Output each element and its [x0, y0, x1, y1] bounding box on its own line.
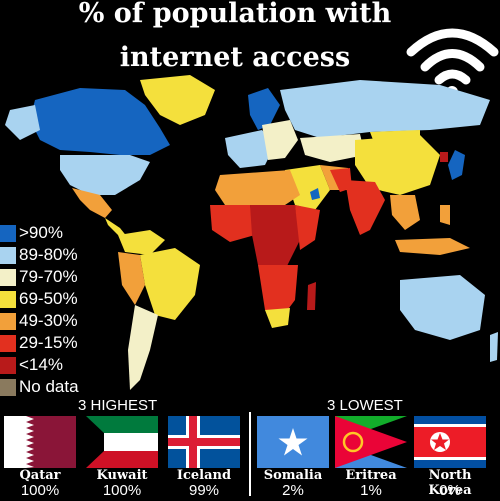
country-name-eritrea: Eritrea — [345, 468, 397, 483]
alaska — [5, 105, 40, 140]
eastern-europe — [262, 120, 298, 160]
legend-swatch — [0, 268, 16, 286]
united-states — [60, 155, 150, 195]
western-europe — [225, 130, 275, 168]
legend-item: 49-30% — [0, 310, 79, 332]
legend-swatch — [0, 356, 16, 374]
legend-item: No data — [0, 376, 79, 398]
legend-item: <14% — [0, 354, 79, 376]
somalia-flag — [257, 416, 329, 468]
country-value-somalia: 2% — [282, 482, 304, 499]
colombia-venezuela — [118, 230, 165, 255]
country-name-qatar: Qatar — [19, 468, 61, 483]
canada — [30, 88, 170, 155]
kazakhstan — [300, 134, 365, 162]
country-value-iceland: 99% — [188, 482, 220, 499]
china — [355, 135, 440, 195]
legend-label: 89-80% — [19, 245, 78, 264]
gulf-states — [310, 188, 320, 200]
country-value-eritrea: 1% — [360, 482, 382, 499]
legend-item: 29-15% — [0, 332, 79, 354]
middle-east — [285, 165, 330, 210]
philippines — [440, 205, 450, 225]
central-africa — [250, 205, 300, 270]
north-africa — [215, 170, 300, 205]
kuwait-flag — [86, 416, 158, 468]
indonesia — [395, 238, 470, 255]
legend-label: 69-50% — [19, 289, 78, 308]
south-africa — [265, 308, 290, 328]
legend-label: No data — [19, 377, 79, 396]
australia — [400, 275, 485, 340]
legend-swatch — [0, 378, 16, 396]
central-america — [105, 218, 128, 238]
map-title-line-2: internet access — [119, 42, 351, 73]
legend-swatch — [0, 312, 16, 330]
world-map — [5, 75, 498, 390]
olive-wreath-icon — [342, 431, 364, 453]
scandinavia — [248, 88, 280, 130]
country-name-north-korea: North Korea — [428, 468, 472, 498]
legend-label: 49-30% — [19, 311, 78, 330]
legend-swatch — [0, 224, 16, 242]
peru-bolivia — [118, 252, 145, 305]
star-icon — [278, 428, 308, 456]
country-value-kuwait: 100% — [102, 482, 142, 499]
country-name-iceland: Iceland — [176, 468, 232, 483]
lowest-heading: 3 LOWEST — [327, 397, 403, 414]
legend-item: 89-80% — [0, 244, 79, 266]
iceland-flag — [168, 416, 240, 468]
legend-item: 79-70% — [0, 266, 79, 288]
new-zealand — [490, 332, 498, 362]
brazil — [140, 248, 200, 320]
southern-africa — [258, 265, 298, 320]
section-divider — [249, 412, 251, 496]
east-africa — [295, 205, 320, 250]
legend-label: 79-70% — [19, 267, 78, 286]
russia — [280, 80, 490, 138]
madagascar — [307, 282, 316, 310]
highest-heading: 3 HIGHEST — [78, 397, 158, 414]
legend-swatch — [0, 290, 16, 308]
west-africa — [210, 205, 255, 242]
southeast-asia — [390, 195, 420, 230]
legend-label: <14% — [19, 355, 63, 374]
mongolia — [370, 130, 420, 145]
qatar-flag — [4, 416, 76, 468]
legend-item: 69-50% — [0, 288, 79, 310]
japan — [448, 150, 465, 180]
legend-swatch — [0, 246, 16, 264]
country-name-kuwait: Kuwait — [96, 468, 148, 483]
argentina-chile — [128, 305, 158, 390]
legend-label: >90% — [19, 223, 63, 242]
map-title-line-1: % of population with — [78, 0, 392, 29]
pakistan-afghanistan — [330, 168, 352, 192]
country-value-qatar: 100% — [20, 482, 60, 499]
legend-label: 29-15% — [19, 333, 78, 352]
greenland — [140, 75, 215, 125]
legend-item: >90% — [0, 222, 79, 244]
india — [345, 180, 385, 235]
country-value-north-korea: 0% — [439, 482, 461, 499]
country-name-somalia: Somalia — [263, 468, 323, 483]
legend-swatch — [0, 334, 16, 352]
mexico — [72, 188, 112, 218]
eritrea-flag — [335, 416, 407, 468]
legend: >90% 89-80% 79-70% 69-50% 49-30% 29-15% … — [0, 222, 79, 398]
north-korea — [440, 152, 448, 162]
north-korea-flag — [414, 416, 486, 468]
